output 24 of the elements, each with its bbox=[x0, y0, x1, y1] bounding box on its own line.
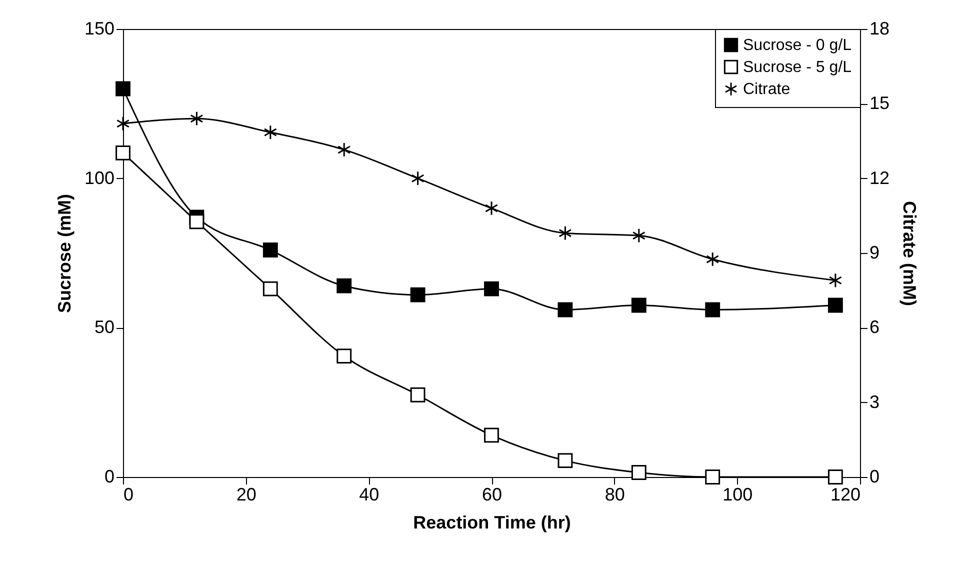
y-tick-label: 0 bbox=[104, 466, 114, 486]
y2-tick-label: 3 bbox=[870, 392, 880, 412]
x-tick-label: 20 bbox=[236, 484, 256, 504]
y-tick-label: 100 bbox=[84, 168, 114, 188]
y2-tick-label: 0 bbox=[870, 466, 880, 486]
y2-tick-label: 15 bbox=[870, 93, 890, 114]
y-axis-title: Sucrose (mM) bbox=[54, 194, 74, 314]
y-tick-label: 50 bbox=[94, 317, 114, 338]
legend-label: Sucrose - 0 g/L bbox=[743, 37, 852, 54]
y2-tick-label: 18 bbox=[870, 18, 890, 38]
legend-label: Sucrose - 5 g/L bbox=[743, 59, 852, 76]
x-axis-title: Reaction Time (hr) bbox=[413, 512, 571, 532]
x-tick-label: 80 bbox=[604, 484, 625, 504]
x-tick-label: 120 bbox=[830, 484, 860, 504]
x-tick-label: 40 bbox=[359, 484, 380, 504]
y-tick-label: 150 bbox=[84, 18, 114, 38]
y2-tick-label: 12 bbox=[870, 168, 890, 188]
y2-tick-label: 9 bbox=[870, 242, 880, 262]
y2-axis-title: Citrate (mM) bbox=[900, 200, 920, 306]
x-tick-label: 0 bbox=[124, 484, 134, 504]
x-tick-label: 100 bbox=[722, 484, 753, 504]
x-tick-label: 60 bbox=[482, 484, 502, 504]
y2-tick-label: 6 bbox=[870, 317, 880, 338]
legend-label: Citrate bbox=[743, 81, 790, 98]
